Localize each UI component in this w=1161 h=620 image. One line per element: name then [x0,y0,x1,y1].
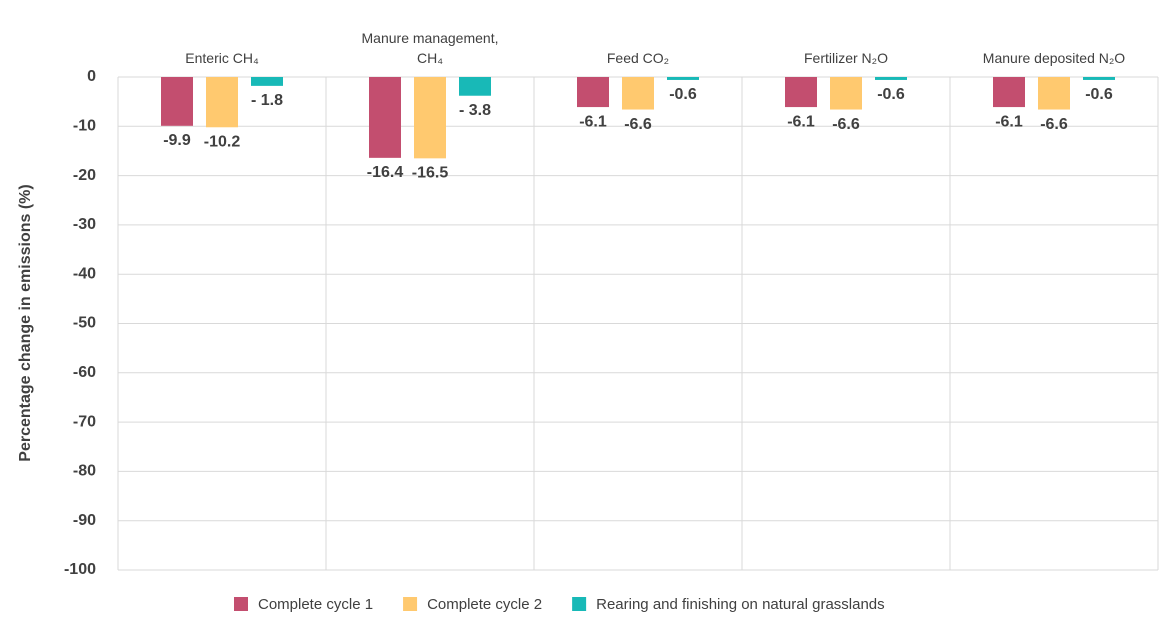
data-label: -0.6 [669,86,697,103]
y-tick-label: -70 [73,413,96,430]
data-label: -9.9 [163,132,191,149]
y-tick-label: -30 [73,216,96,233]
bar [369,77,401,158]
y-tick-label: 0 [87,68,96,85]
bar [206,77,238,128]
data-label: -6.1 [787,113,815,130]
category-label: Feed CO₂ [606,50,670,66]
legend-label: Complete cycle 2 [427,596,542,613]
category-label: Manure deposited N₂O [982,50,1126,66]
legend-swatch [403,597,418,611]
category-label: Fertilizer N₂O [804,50,888,66]
bar [161,77,193,126]
data-label: -6.6 [1040,116,1068,133]
bar [1083,77,1115,80]
data-label: - 1.8 [251,92,283,109]
bar [785,77,817,108]
data-label: -6.1 [995,113,1023,130]
y-tick-label: -20 [73,167,96,184]
data-label: -10.2 [204,134,241,151]
data-label: -0.6 [1085,86,1113,103]
bar [459,77,491,96]
category-label: Enteric CH₄ [185,50,259,66]
data-label: -16.5 [412,165,449,182]
legend-swatch [234,597,248,611]
bar [993,77,1025,108]
y-tick-label: -90 [73,512,96,529]
data-label: -16.4 [367,164,404,181]
y-tick-label: -40 [73,265,96,282]
data-label: -6.6 [832,116,860,133]
y-tick-label: -60 [73,364,96,381]
y-axis-label: Percentage change in emissions (%) [17,184,34,461]
data-label: - 3.8 [459,102,491,119]
y-tick-label: -50 [73,315,96,332]
bar [251,77,283,86]
data-label: -6.1 [579,113,607,130]
bar [875,77,907,80]
legend-label: Complete cycle 1 [258,596,373,613]
y-tick-label: -10 [73,118,96,135]
bar [1038,77,1070,110]
legend-label: Rearing and finishing on natural grassla… [596,596,885,613]
bar [830,77,862,110]
bar [622,77,654,110]
bar [414,77,446,159]
bar [667,77,699,80]
data-label: -6.6 [624,116,652,133]
y-tick-label: -80 [73,463,96,480]
bar [577,77,609,108]
legend-swatch [572,597,587,611]
data-label: -0.6 [877,86,905,103]
y-tick-label: -100 [64,561,96,578]
category-label: Manure management, CH₄ [361,30,499,66]
